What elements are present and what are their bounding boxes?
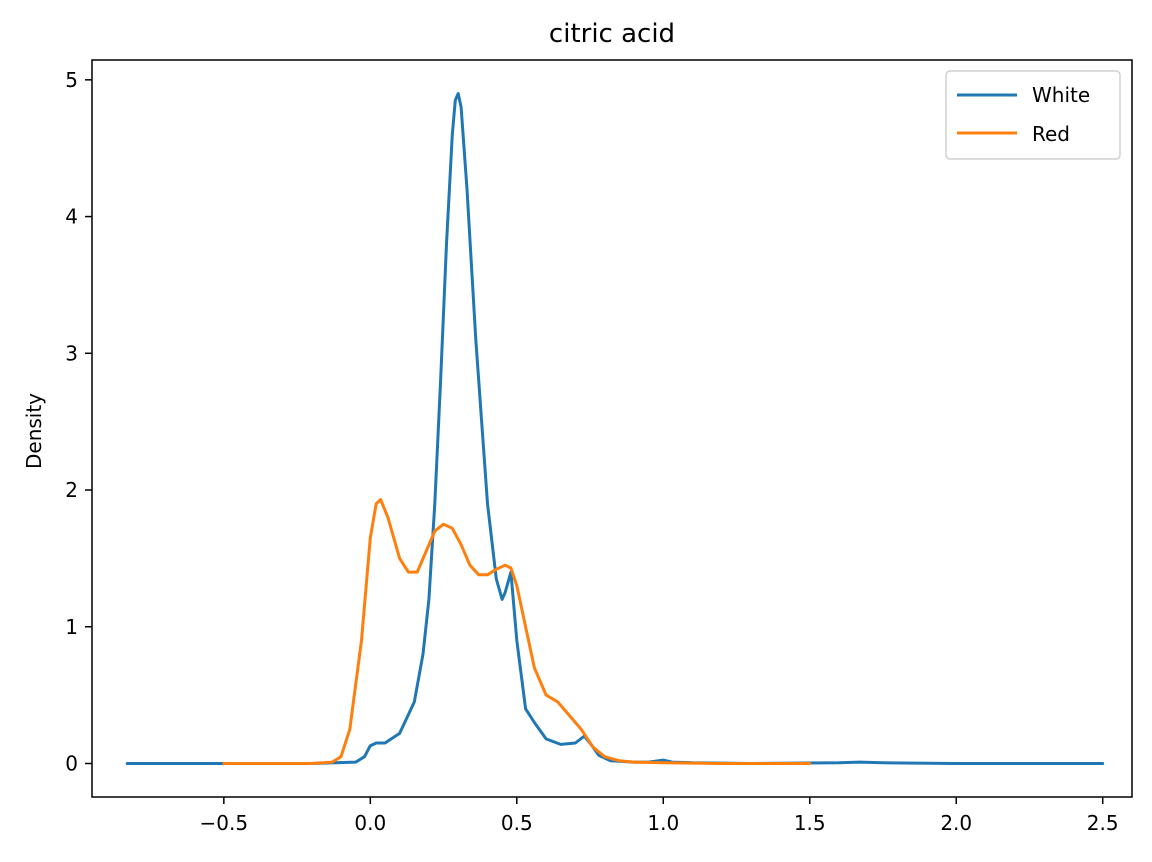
x-tick-label: 0.0 [354,811,386,835]
x-tick-label: 1.5 [794,811,826,835]
legend-label-red: Red [1032,122,1070,146]
y-axis-label: Density [22,393,46,469]
x-tick-label: −0.5 [200,811,249,835]
legend-label-white: White [1032,83,1090,107]
y-tick-label: 5 [65,68,78,92]
x-tick-label: 1.0 [647,811,679,835]
y-tick-label: 0 [65,752,78,776]
x-axis: −0.5 0.0 0.5 1.0 1.5 2.0 2.5 [200,797,1119,835]
y-tick-label: 3 [65,341,78,365]
y-axis: 0 1 2 3 4 5 [65,68,92,776]
legend-box [945,70,1121,160]
x-tick-label: 2.5 [1087,811,1119,835]
x-tick-label: 0.5 [501,811,533,835]
plot-area [125,92,1105,765]
series-line-white [125,92,1105,765]
plot-frame [91,59,1133,798]
x-tick-label: 2.0 [940,811,972,835]
y-tick-label: 1 [65,615,78,639]
legend: White Red [945,70,1121,160]
series-line-red [222,498,812,765]
chart-title: citric acid [549,19,675,49]
y-tick-label: 4 [65,205,78,229]
y-tick-label: 2 [65,478,78,502]
